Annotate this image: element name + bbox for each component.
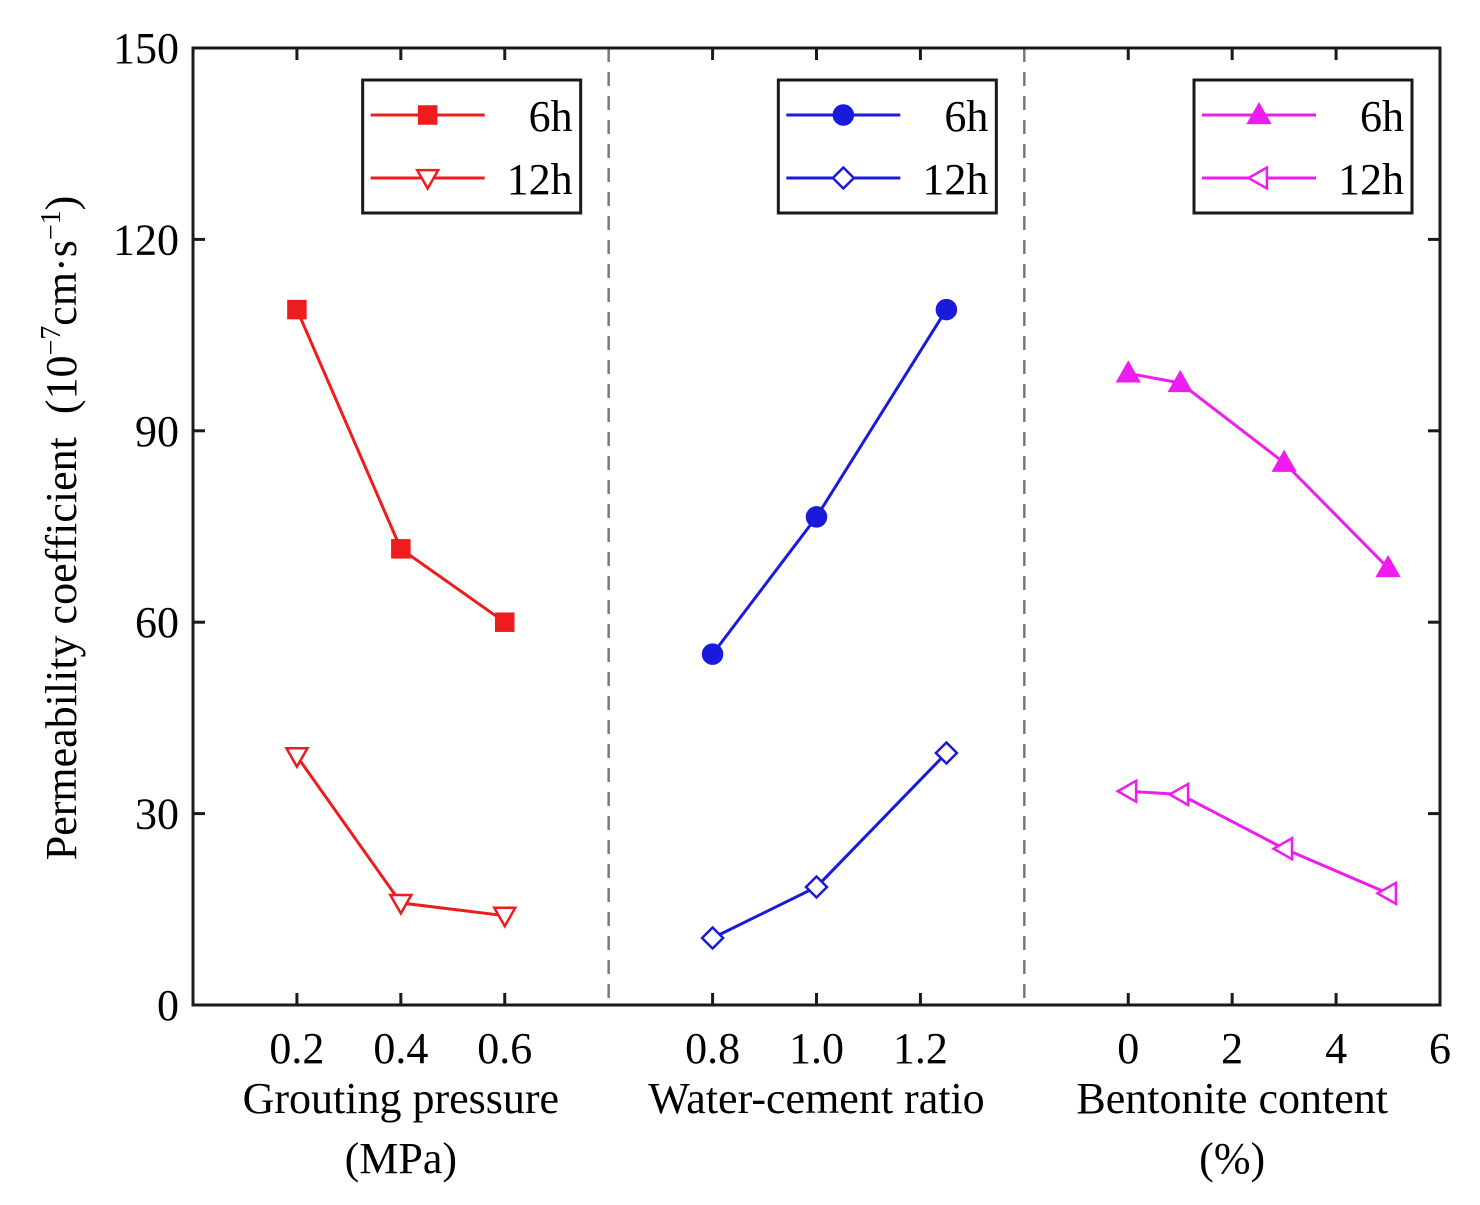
data-point [284,747,310,770]
legend-box [1192,78,1414,215]
y-axis-unit-open: (10 [37,355,86,414]
data-point [700,925,725,951]
data-point [1167,781,1190,808]
data-point [804,874,829,900]
data-point [935,298,958,321]
data-point [1271,449,1297,472]
legend-label: 6h [944,92,988,141]
y-axis-unit-mid: cm·s [37,240,86,326]
y-axis-unit-close: ) [37,196,86,211]
x-axis-title: Grouting pressure [243,1074,560,1123]
data-point [1246,101,1272,125]
data-point [832,104,855,126]
x-axis-title-line2: (%) [1199,1134,1265,1183]
data-point [1245,165,1269,191]
y-tick-label: 150 [113,24,179,73]
x-tick-label: 4 [1325,1024,1347,1073]
series-line-12h [1128,789,1389,895]
plot-frame [191,46,1442,1007]
x-axis-title: Bentonite content [1076,1074,1388,1123]
data-point [1375,880,1398,907]
y-axis-title: Permeability coefficient (10−7cm·s−1) [36,196,86,861]
data-point [934,740,959,766]
x-axis-title-line2: (MPa) [345,1134,457,1183]
x-tick-label: 0.4 [373,1024,428,1073]
legend-box [361,78,583,215]
data-point [495,612,515,632]
y-tick-label: 30 [135,790,179,839]
legend-box [776,78,998,215]
y-tick-label: 0 [157,981,179,1030]
x-tick-label: 0 [1117,1024,1139,1073]
y-tick-label: 60 [135,598,179,647]
y-axis-ticks: 0 30 60 90 120 150 [113,24,1440,1030]
legend-label: 12h [1338,155,1404,204]
y-axis-title-text: Permeability coefficient [37,437,86,860]
x-tick-label: 0.6 [477,1024,532,1073]
data-point [1115,778,1138,804]
data-point [287,299,307,320]
data-point [391,539,411,559]
data-point [415,168,441,192]
data-point [1167,369,1193,393]
data-point [1375,554,1401,578]
data-point [701,643,724,665]
x-tick-label: 6 [1429,1024,1451,1073]
x-axis-title: Water-cement ratio [648,1074,984,1123]
x-tick-label: 0.2 [269,1024,324,1073]
series-line-12h [295,755,505,918]
series-line-6h [295,308,506,624]
data-point [388,893,414,916]
data-point [1115,360,1141,383]
data-point [1271,836,1294,862]
legend-label: 12h [922,155,988,204]
x-tick-label: 1.2 [893,1024,948,1073]
series-line-12h [711,751,948,940]
data-point [805,506,828,528]
data-point [417,105,438,125]
legend-label: 12h [507,155,573,204]
x-tick-label: 2 [1221,1024,1243,1073]
y-tick-label: 120 [113,215,179,264]
x-tick-label: 1.0 [789,1024,844,1073]
data-point [492,906,518,929]
legend-label: 6h [529,92,573,141]
x-tick-label: 0.8 [685,1024,740,1073]
legend-label: 6h [1360,92,1404,141]
y-axis-unit-exp1: −7 [36,326,67,356]
series-line-6h [1127,371,1390,570]
data-point [831,165,856,191]
y-axis-unit-exp2: −1 [36,210,67,240]
y-tick-label: 90 [135,407,179,456]
series-line-6h [711,308,948,656]
